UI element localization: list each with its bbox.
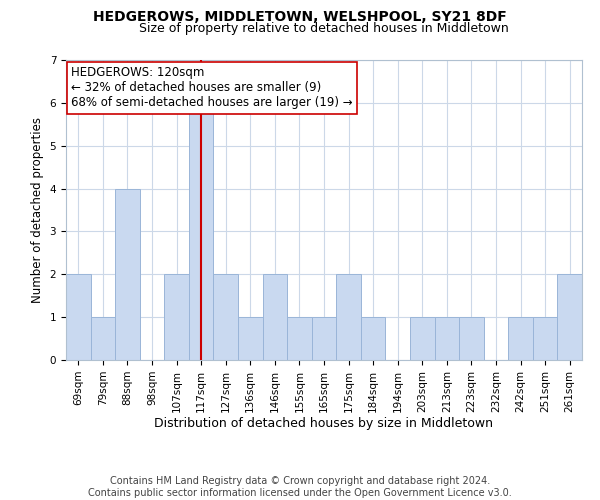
Bar bbox=[164, 274, 189, 360]
Bar bbox=[508, 317, 533, 360]
Bar bbox=[434, 317, 459, 360]
Text: HEDGEROWS, MIDDLETOWN, WELSHPOOL, SY21 8DF: HEDGEROWS, MIDDLETOWN, WELSHPOOL, SY21 8… bbox=[93, 10, 507, 24]
Bar bbox=[361, 317, 385, 360]
Y-axis label: Number of detached properties: Number of detached properties bbox=[31, 117, 44, 303]
Bar bbox=[91, 317, 115, 360]
Bar bbox=[238, 317, 263, 360]
Bar bbox=[336, 274, 361, 360]
Bar bbox=[533, 317, 557, 360]
X-axis label: Distribution of detached houses by size in Middletown: Distribution of detached houses by size … bbox=[155, 418, 493, 430]
Bar bbox=[459, 317, 484, 360]
Bar bbox=[66, 274, 91, 360]
Bar bbox=[263, 274, 287, 360]
Bar bbox=[557, 274, 582, 360]
Title: Size of property relative to detached houses in Middletown: Size of property relative to detached ho… bbox=[139, 22, 509, 35]
Bar bbox=[189, 103, 214, 360]
Bar bbox=[287, 317, 312, 360]
Bar bbox=[214, 274, 238, 360]
Bar bbox=[115, 188, 140, 360]
Text: HEDGEROWS: 120sqm
← 32% of detached houses are smaller (9)
68% of semi-detached : HEDGEROWS: 120sqm ← 32% of detached hous… bbox=[71, 66, 353, 110]
Bar bbox=[312, 317, 336, 360]
Text: Contains HM Land Registry data © Crown copyright and database right 2024.
Contai: Contains HM Land Registry data © Crown c… bbox=[88, 476, 512, 498]
Bar bbox=[410, 317, 434, 360]
